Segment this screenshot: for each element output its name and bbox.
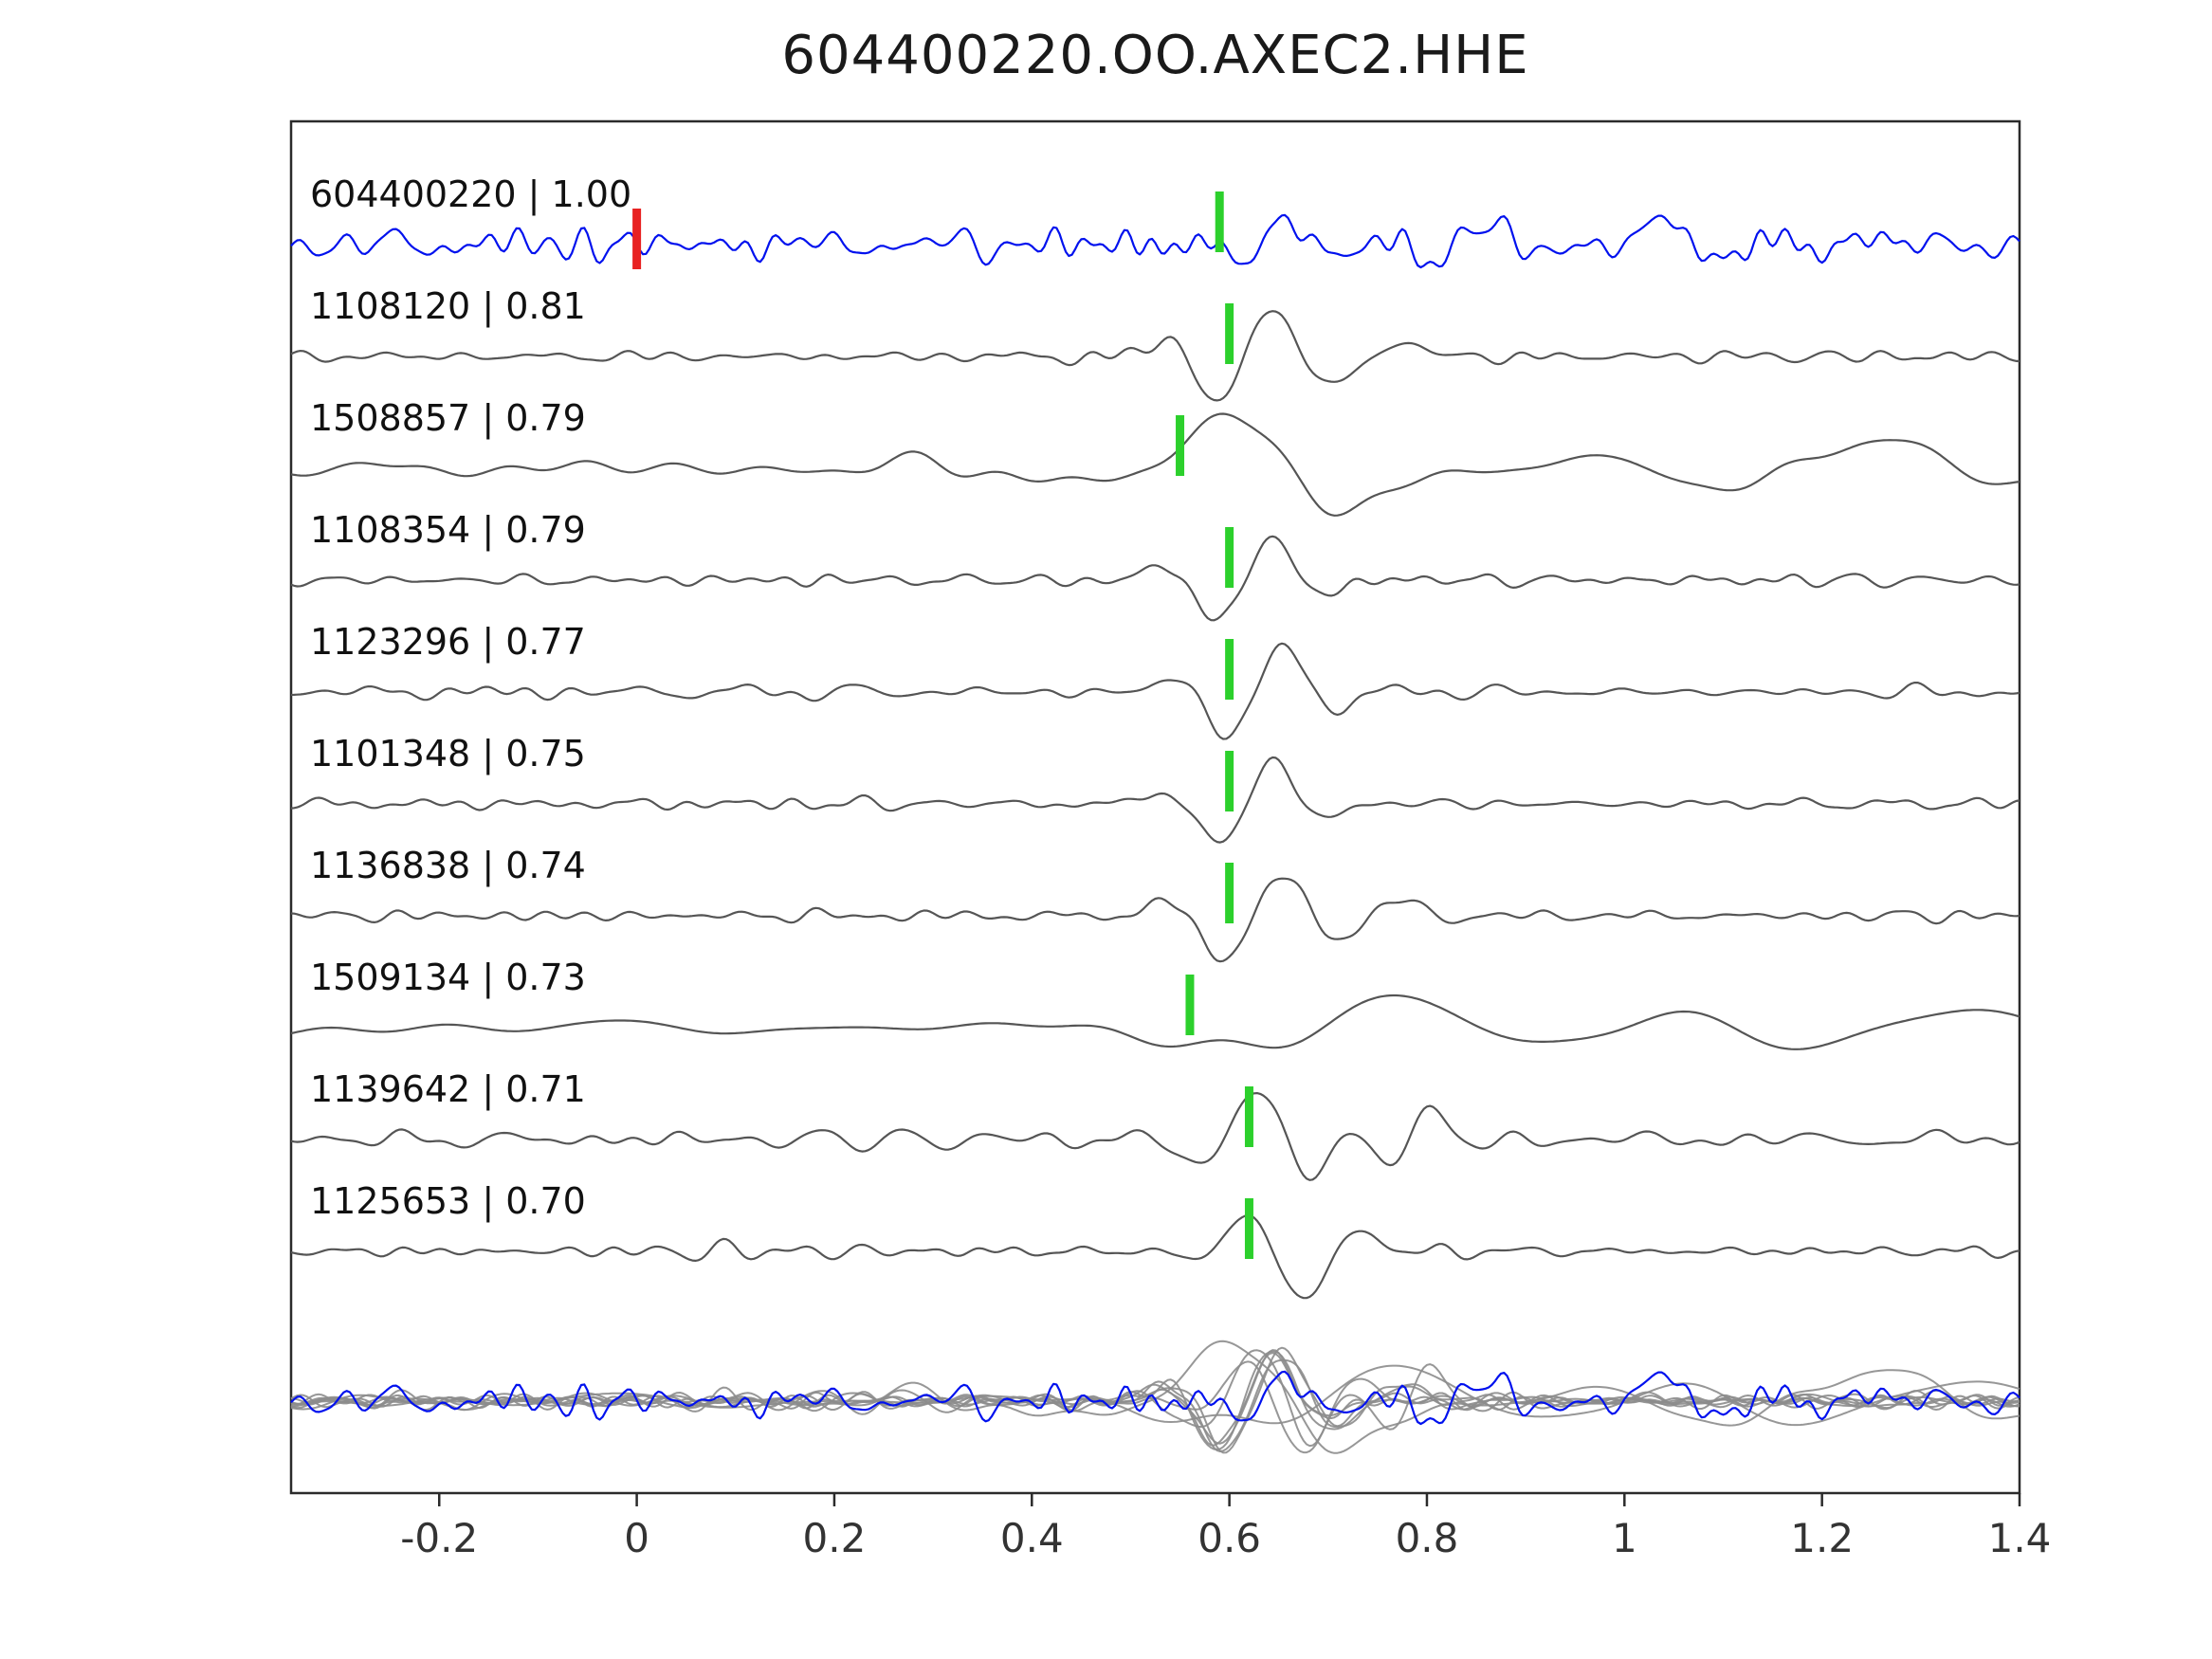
- pick-marker: [1225, 527, 1234, 588]
- x-tick-label: -0.2: [400, 1515, 478, 1561]
- trace-label: 1508857 | 0.79: [310, 397, 586, 440]
- pick-marker: [1176, 415, 1185, 476]
- x-tick-label: 1.4: [1988, 1515, 2052, 1561]
- x-tick-label: 0.8: [1396, 1515, 1459, 1561]
- overlay-match-path: [290, 1364, 2020, 1427]
- pick-marker: [1244, 1086, 1253, 1147]
- trace-label: 1125653 | 0.70: [310, 1180, 586, 1223]
- pick-marker: [1244, 1198, 1253, 1259]
- overlay-template-path: [290, 1370, 2020, 1426]
- trace-path: [290, 877, 2020, 963]
- pick-marker: [1225, 863, 1234, 923]
- plot-border: [289, 119, 2021, 1495]
- pick-marker: [1225, 639, 1234, 700]
- x-tick-label: 0: [624, 1515, 649, 1561]
- trace-label: 604400220 | 1.00: [310, 173, 631, 216]
- origin-marker: [632, 209, 642, 269]
- pick-marker: [1225, 303, 1234, 364]
- trace-path: [290, 535, 2020, 622]
- overlay-match-path: [290, 1349, 2020, 1448]
- trace-path: [290, 994, 2020, 1050]
- trace-path: [290, 756, 2020, 844]
- trace-label: 1136838 | 0.74: [310, 845, 586, 887]
- x-tick-label: 0.4: [1000, 1515, 1064, 1561]
- trace-label: 1101348 | 0.75: [310, 733, 586, 775]
- trace-path: [290, 1213, 2020, 1300]
- trace-label: 1139642 | 0.71: [310, 1068, 586, 1111]
- trace-label: 1108120 | 0.81: [310, 285, 586, 328]
- trace-path: [290, 1091, 2020, 1181]
- trace-path: [290, 213, 2020, 269]
- trace-path: [290, 412, 2020, 517]
- x-tick-label: 1: [1612, 1515, 1637, 1561]
- x-tick-label: 1.2: [1790, 1515, 1854, 1561]
- trace-path: [290, 642, 2020, 740]
- trace-label: 1123296 | 0.77: [310, 621, 586, 664]
- trace-label: 1108354 | 0.79: [310, 509, 586, 552]
- overlay-match-path: [290, 1360, 2020, 1454]
- x-tick-label: 0.2: [803, 1515, 867, 1561]
- figure-title: 604400220.OO.AXEC2.HHE: [781, 25, 1529, 86]
- trace-path: [290, 310, 2020, 402]
- trace-label: 1509134 | 0.73: [310, 957, 586, 999]
- pick-marker: [1225, 751, 1234, 811]
- pick-marker: [1185, 975, 1195, 1035]
- x-tick-label: 0.6: [1197, 1515, 1261, 1561]
- pick-marker: [1215, 191, 1224, 252]
